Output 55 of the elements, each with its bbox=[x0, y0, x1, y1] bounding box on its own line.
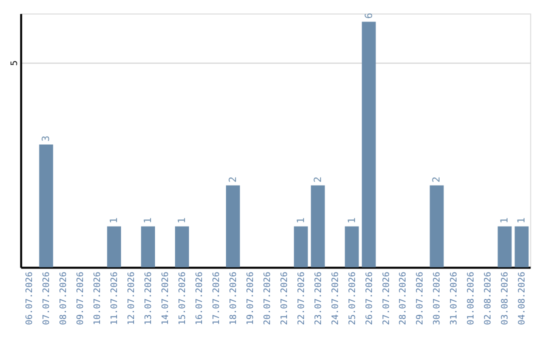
data-label: 1 bbox=[176, 217, 188, 224]
x-tick-label: 14.07.2026 bbox=[160, 272, 171, 325]
x-tick-label: 19.07.2026 bbox=[246, 272, 256, 325]
x-tick-label: 13.07.2026 bbox=[144, 272, 154, 325]
x-tick-label: 28.07.2026 bbox=[398, 272, 409, 325]
bar bbox=[362, 22, 376, 268]
bar bbox=[310, 185, 325, 268]
x-tick-label: 25.07.2026 bbox=[348, 272, 358, 325]
x-tick-label: 04.08.2026 bbox=[518, 272, 528, 325]
bar bbox=[430, 185, 444, 268]
x-tick-label: 07.07.2026 bbox=[42, 272, 52, 325]
data-label: 1 bbox=[516, 217, 528, 224]
bar bbox=[294, 226, 308, 268]
bar bbox=[141, 226, 155, 268]
x-tick-label: 03.08.2026 bbox=[500, 272, 511, 325]
x-tick-label: 12.07.2026 bbox=[127, 272, 137, 325]
data-label: 2 bbox=[432, 176, 443, 182]
data-label: 1 bbox=[142, 217, 154, 224]
x-tick-label: 01.08.2026 bbox=[466, 272, 477, 325]
data-label: 3 bbox=[41, 136, 52, 142]
bar bbox=[498, 226, 512, 268]
x-tick-label: 31.07.2026 bbox=[450, 272, 460, 325]
data-label: 1 bbox=[109, 217, 120, 224]
data-label: 1 bbox=[346, 217, 358, 224]
bar bbox=[39, 144, 54, 268]
x-tick-label: 27.07.2026 bbox=[382, 272, 392, 325]
x-tick-label: 22.07.2026 bbox=[296, 272, 307, 325]
x-tick-label: 29.07.2026 bbox=[416, 272, 426, 325]
x-tick-label: 24.07.2026 bbox=[330, 272, 341, 325]
x-tick-label: 23.07.2026 bbox=[314, 272, 324, 325]
x-tick-label: 02.08.2026 bbox=[484, 272, 494, 325]
bar bbox=[226, 185, 240, 268]
x-tick-label: 21.07.2026 bbox=[280, 272, 290, 325]
x-tick-label: 11.07.2026 bbox=[110, 272, 120, 325]
x-tick-label: 09.07.2026 bbox=[76, 272, 86, 325]
bar bbox=[175, 226, 189, 268]
data-label: 2 bbox=[312, 176, 324, 182]
y-tick-label: 5 bbox=[10, 60, 20, 66]
bar bbox=[107, 226, 122, 268]
x-tick-label: 16.07.2026 bbox=[194, 272, 205, 325]
x-tick-label: 18.07.2026 bbox=[228, 272, 239, 325]
x-tick-label: 10.07.2026 bbox=[93, 272, 104, 325]
data-label: 6 bbox=[364, 12, 375, 19]
x-tick-label: 15.07.2026 bbox=[178, 272, 188, 325]
x-tick-label: 20.07.2026 bbox=[262, 272, 273, 325]
x-tick-label: 26.07.2026 bbox=[364, 272, 375, 325]
x-tick-label: 17.07.2026 bbox=[212, 272, 222, 325]
data-label: 2 bbox=[228, 176, 239, 182]
data-label: 1 bbox=[296, 217, 307, 224]
x-tick-label: 30.07.2026 bbox=[432, 272, 443, 325]
bar bbox=[344, 226, 359, 268]
x-tick-label: 08.07.2026 bbox=[59, 272, 70, 325]
x-tick-label: 06.07.2026 bbox=[25, 272, 36, 325]
data-label: 1 bbox=[500, 217, 511, 224]
bar bbox=[514, 226, 529, 268]
